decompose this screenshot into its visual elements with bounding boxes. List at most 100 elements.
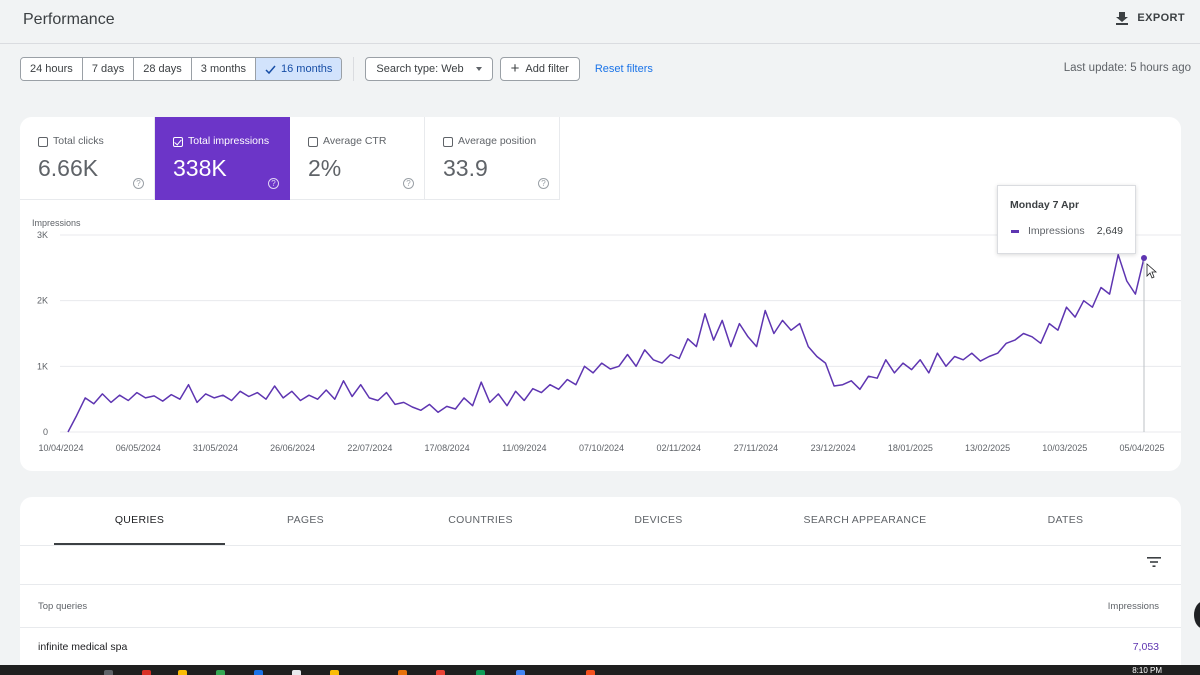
x-tick-label: 02/11/2024 (657, 443, 701, 453)
range-label: 28 days (143, 63, 182, 75)
metric-value: 2% (308, 155, 342, 181)
column-header-top-queries[interactable]: Top queries (38, 601, 88, 612)
taskbar-app-icon[interactable] (216, 670, 225, 675)
tooltip-series: Impressions (1028, 225, 1085, 237)
y-tick-label: 1K (37, 361, 48, 371)
export-button[interactable]: EXPORT (1115, 11, 1185, 25)
x-tick-label: 13/02/2025 (965, 443, 1010, 453)
range-label: 16 months (281, 63, 333, 75)
table-row[interactable]: infinite medical spa 7,053 (20, 628, 1181, 664)
x-tick-label: 06/05/2024 (116, 443, 161, 453)
top-bar: Performance EXPORT (0, 0, 1200, 44)
metric-label: Average position (458, 135, 537, 147)
active-tab-indicator (54, 543, 225, 545)
reset-filters-link[interactable]: Reset filters (594, 63, 653, 75)
taskbar-app-icon[interactable] (104, 670, 113, 675)
tooltip-value: 2,649 (1096, 225, 1123, 237)
help-icon[interactable]: ? (268, 178, 279, 189)
performance-chart-card: 0 1K 2K 3K Impressions 10/04/2024 06/05/2024 31… (20, 117, 1181, 471)
help-icon[interactable]: ? (538, 178, 549, 189)
taskbar-app-icon[interactable] (330, 670, 339, 675)
column-header-impressions[interactable]: Impressions (1107, 601, 1159, 612)
metric-average-ctr[interactable]: Average CTR 2% ? (290, 117, 425, 200)
tab-dates[interactable]: DATES (1047, 514, 1084, 526)
taskbar-app-icon[interactable] (142, 670, 151, 675)
impressions-chart: 0 1K 2K 3K Impressions 10/04/2024 06/05/2024 31… (32, 218, 1181, 453)
range-label: 7 days (91, 63, 125, 75)
x-tick-label: 27/11/2024 (734, 443, 778, 453)
data-point-highlight (1141, 255, 1147, 262)
filter-icon[interactable] (1147, 556, 1161, 568)
x-tick-label: 18/01/2025 (888, 443, 933, 453)
taskbar-app-icon[interactable] (476, 670, 485, 675)
search-type-dropdown[interactable]: Search type: Web (365, 57, 493, 81)
download-icon (1116, 12, 1129, 25)
range-16-months[interactable]: 16 months (256, 58, 342, 80)
metric-value: 338K (173, 155, 227, 181)
checkbox[interactable] (38, 137, 48, 147)
range-3-months[interactable]: 3 months (191, 58, 257, 80)
help-icon[interactable]: ? (133, 178, 144, 189)
x-tick-label: 10/03/2025 (1042, 443, 1087, 453)
tab-devices[interactable]: DEVICES (634, 514, 683, 526)
plus-icon: + (510, 60, 520, 77)
range-7-days[interactable]: 7 days (82, 58, 135, 80)
series-line-impressions (67, 253, 1145, 433)
add-filter-label: Add filter (525, 63, 569, 75)
metric-average-position[interactable]: Average position 33.9 ? (425, 117, 560, 200)
query-cell: infinite medical spa (38, 641, 128, 653)
taskbar-app-icon[interactable] (178, 670, 187, 675)
y-tick-label: 3K (37, 230, 48, 240)
check-icon (265, 65, 276, 74)
x-tick-label: 05/04/2025 (1119, 443, 1164, 453)
range-28-days[interactable]: 28 days (134, 58, 192, 80)
taskbar-app-icon[interactable] (292, 670, 301, 675)
x-tick-label: 11/09/2024 (502, 443, 546, 453)
x-tick-label: 26/06/2024 (270, 443, 315, 453)
metric-total-impressions[interactable]: Total impressions 338K ? (155, 117, 290, 200)
filter-bar: 24 hours 7 days 28 days 3 months 16 mont… (20, 57, 653, 81)
checkbox[interactable] (173, 137, 183, 147)
y-tick-label: 2K (37, 296, 48, 306)
metric-value: 6.66K (38, 155, 99, 181)
impressions-cell: 7,053 (1132, 641, 1159, 653)
add-filter-button[interactable]: + Add filter (499, 57, 580, 81)
tab-search-appearance[interactable]: SEARCH APPEARANCE (803, 514, 927, 526)
metric-value: 33.9 (443, 155, 488, 181)
chart-tooltip: Monday 7 Apr Impressions 2,649 (997, 185, 1136, 254)
chevron-down-icon (475, 67, 482, 71)
os-taskbar: 8:10 PM (0, 665, 1200, 675)
x-tick-label: 07/10/2024 (579, 443, 624, 453)
metric-total-clicks[interactable]: Total clicks 6.66K ? (20, 117, 155, 200)
x-tick-label: 10/04/2024 (38, 443, 83, 453)
export-label: EXPORT (1137, 12, 1185, 24)
search-type-label: Search type: Web (376, 63, 464, 75)
x-tick-label: 17/08/2024 (425, 443, 470, 453)
y-axis-label: Impressions (32, 218, 81, 228)
taskbar-app-icon[interactable] (254, 670, 263, 675)
tab-queries[interactable]: QUERIES (114, 514, 165, 526)
metric-label: Average CTR (323, 135, 387, 147)
taskbar-clock: 8:10 PM (1132, 666, 1162, 675)
checkbox[interactable] (443, 137, 453, 147)
taskbar-app-icon[interactable] (586, 670, 595, 675)
date-range-selector: 24 hours 7 days 28 days 3 months 16 mont… (20, 57, 343, 81)
taskbar-app-icon[interactable] (436, 670, 445, 675)
last-update-text: Last update: 5 hours ago (1063, 62, 1191, 74)
taskbar-app-icon[interactable] (398, 670, 407, 675)
metric-label: Total impressions (188, 135, 270, 147)
mouse-cursor-icon (1146, 263, 1158, 279)
floating-avatar[interactable] (1194, 601, 1200, 629)
x-tick-label: 31/05/2024 (193, 443, 238, 453)
metric-cards: Total clicks 6.66K ? Total impressions 3… (20, 117, 560, 200)
y-tick-label: 0 (43, 427, 48, 437)
range-24-hours[interactable]: 24 hours (21, 58, 83, 80)
page-title: Performance (23, 11, 115, 28)
tab-countries[interactable]: COUNTRIES (448, 514, 513, 526)
taskbar-app-icon[interactable] (516, 670, 525, 675)
tab-pages[interactable]: PAGES (287, 514, 324, 526)
report-table-card: QUERIES PAGES COUNTRIES DEVICES SEARCH A… (20, 497, 1181, 675)
checkbox[interactable] (308, 137, 318, 147)
metric-label: Total clicks (53, 135, 104, 147)
help-icon[interactable]: ? (403, 178, 414, 189)
